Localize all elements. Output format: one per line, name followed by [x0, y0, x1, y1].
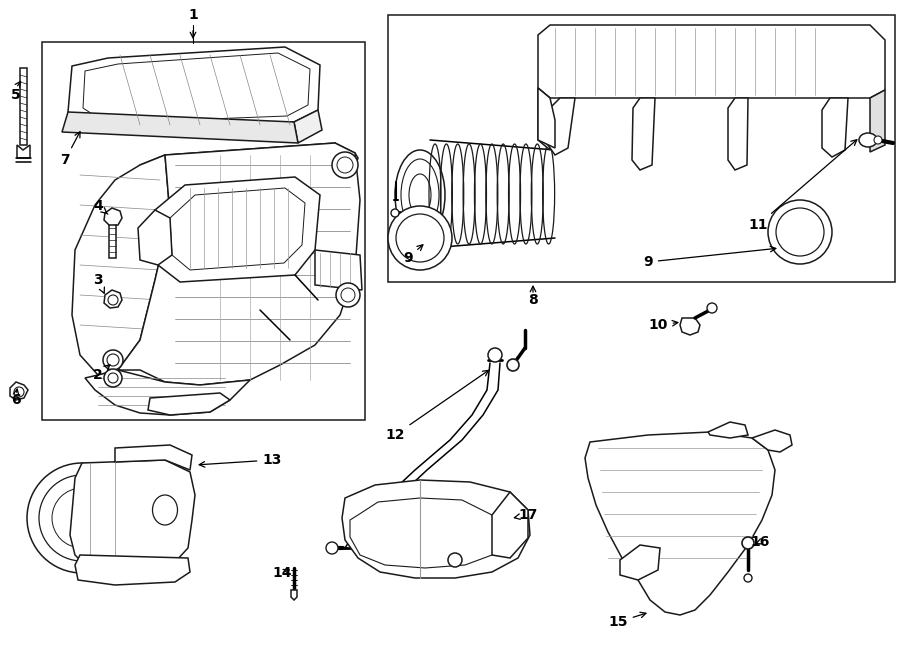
Ellipse shape	[395, 150, 445, 240]
Polygon shape	[620, 545, 660, 580]
Ellipse shape	[152, 495, 177, 525]
Text: 9: 9	[644, 247, 776, 269]
Polygon shape	[632, 98, 655, 170]
Polygon shape	[291, 590, 297, 600]
Text: 2: 2	[93, 365, 110, 382]
Polygon shape	[680, 318, 700, 335]
Circle shape	[391, 209, 399, 217]
Polygon shape	[68, 47, 320, 130]
Polygon shape	[585, 432, 775, 615]
Text: 3: 3	[94, 273, 104, 293]
Polygon shape	[62, 112, 298, 143]
Polygon shape	[294, 110, 322, 143]
Text: 7: 7	[60, 132, 80, 167]
Circle shape	[388, 206, 452, 270]
Polygon shape	[104, 290, 122, 308]
Text: 11: 11	[748, 139, 857, 232]
Polygon shape	[335, 143, 358, 178]
Circle shape	[768, 200, 832, 264]
Text: 4: 4	[93, 199, 108, 214]
Polygon shape	[492, 492, 528, 558]
Text: 15: 15	[608, 612, 646, 629]
Text: 5: 5	[11, 88, 21, 102]
Polygon shape	[104, 208, 122, 226]
Polygon shape	[109, 225, 116, 258]
Polygon shape	[20, 68, 27, 145]
Polygon shape	[75, 555, 190, 585]
Circle shape	[336, 283, 360, 307]
Polygon shape	[342, 480, 530, 578]
Polygon shape	[708, 422, 748, 438]
Circle shape	[707, 303, 717, 313]
Polygon shape	[315, 250, 362, 290]
Polygon shape	[728, 98, 748, 170]
Polygon shape	[115, 445, 192, 470]
Polygon shape	[10, 382, 28, 400]
Text: 14: 14	[272, 566, 292, 580]
Polygon shape	[538, 88, 550, 150]
Circle shape	[874, 136, 882, 144]
Polygon shape	[72, 155, 170, 375]
Circle shape	[104, 369, 122, 387]
Text: 17: 17	[515, 508, 537, 522]
Polygon shape	[155, 177, 320, 282]
Circle shape	[448, 553, 462, 567]
Text: 8: 8	[528, 293, 538, 307]
Polygon shape	[538, 25, 885, 98]
Polygon shape	[118, 143, 360, 385]
Circle shape	[27, 463, 137, 573]
Polygon shape	[822, 98, 848, 157]
Circle shape	[103, 350, 123, 370]
Circle shape	[332, 152, 358, 178]
Polygon shape	[138, 210, 172, 265]
Text: 9: 9	[403, 245, 423, 265]
Circle shape	[744, 574, 752, 582]
Polygon shape	[752, 430, 792, 452]
Circle shape	[742, 537, 754, 549]
Text: 1: 1	[188, 8, 198, 22]
Text: 13: 13	[199, 453, 282, 467]
Polygon shape	[548, 98, 575, 155]
Text: 6: 6	[11, 393, 21, 407]
Circle shape	[326, 542, 338, 554]
Polygon shape	[870, 90, 885, 152]
Text: 16: 16	[751, 535, 770, 549]
Polygon shape	[538, 88, 555, 148]
Circle shape	[507, 359, 519, 371]
Ellipse shape	[859, 133, 877, 147]
Text: 10: 10	[648, 318, 678, 332]
Polygon shape	[148, 393, 230, 415]
Text: 12: 12	[385, 370, 489, 442]
Polygon shape	[85, 370, 250, 415]
Circle shape	[488, 348, 502, 362]
Polygon shape	[140, 143, 350, 198]
Polygon shape	[17, 145, 30, 158]
Polygon shape	[70, 460, 195, 568]
